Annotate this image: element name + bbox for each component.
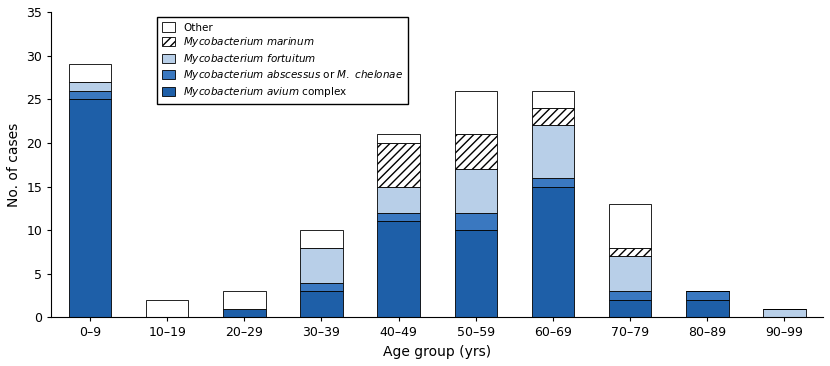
Bar — [300, 283, 343, 291]
Bar — [378, 213, 420, 221]
Bar — [609, 204, 652, 248]
Bar — [223, 291, 266, 309]
Bar — [532, 126, 574, 178]
Bar — [455, 169, 497, 213]
Bar — [300, 248, 343, 283]
Legend: Other, $\it{Mycobacterium}$ $\it{marinum}$, $\it{Mycobacterium}$ $\it{fortuitum}: Other, $\it{Mycobacterium}$ $\it{marinum… — [157, 17, 408, 104]
Bar — [609, 291, 652, 300]
Bar — [146, 300, 188, 317]
Y-axis label: No. of cases: No. of cases — [7, 123, 21, 207]
Bar — [300, 291, 343, 317]
Bar — [609, 256, 652, 291]
Bar — [69, 64, 111, 82]
Bar — [69, 82, 111, 90]
Bar — [532, 108, 574, 126]
Bar — [300, 230, 343, 248]
Bar — [686, 291, 729, 300]
Bar — [686, 300, 729, 317]
Bar — [455, 230, 497, 317]
Bar — [532, 90, 574, 108]
Bar — [764, 309, 806, 317]
Bar — [532, 178, 574, 187]
Bar — [455, 213, 497, 230]
Bar — [455, 134, 497, 169]
X-axis label: Age group (yrs): Age group (yrs) — [383, 345, 491, 359]
Bar — [223, 309, 266, 317]
Bar — [532, 187, 574, 317]
Bar — [455, 90, 497, 134]
Bar — [69, 90, 111, 99]
Bar — [378, 187, 420, 213]
Bar — [609, 248, 652, 256]
Bar — [69, 99, 111, 317]
Bar — [378, 134, 420, 143]
Bar — [378, 143, 420, 187]
Bar — [609, 300, 652, 317]
Bar — [378, 221, 420, 317]
